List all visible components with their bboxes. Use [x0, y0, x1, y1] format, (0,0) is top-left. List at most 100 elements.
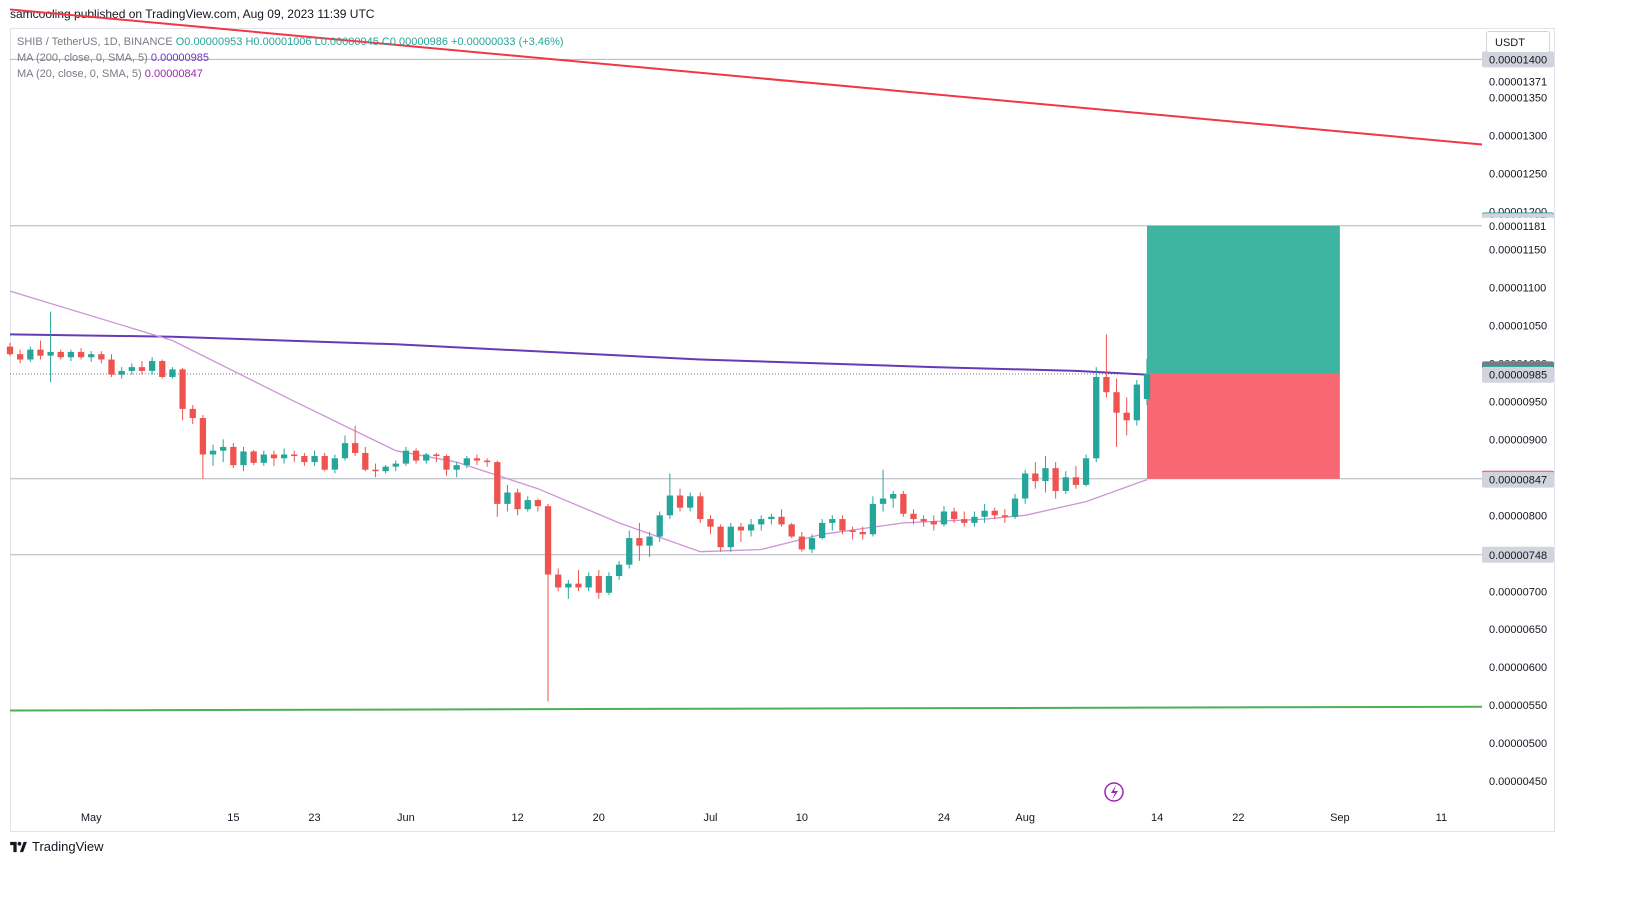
candle[interactable]	[1093, 367, 1100, 463]
ma20-line[interactable]	[9, 290, 1148, 553]
candle[interactable]	[890, 490, 897, 508]
currency-button[interactable]: USDT	[1486, 31, 1550, 53]
candle[interactable]	[494, 460, 501, 517]
candle[interactable]	[829, 515, 836, 531]
candle[interactable]	[37, 340, 44, 360]
candle[interactable]	[352, 425, 359, 457]
candle[interactable]	[636, 522, 643, 561]
candle[interactable]	[707, 515, 714, 535]
candle[interactable]	[291, 450, 298, 463]
candle[interactable]	[768, 513, 775, 525]
candle[interactable]	[910, 509, 917, 525]
candle[interactable]	[788, 522, 795, 539]
candle[interactable]	[463, 456, 470, 469]
ma200-line[interactable]	[9, 333, 1148, 376]
candle[interactable]	[1123, 397, 1130, 436]
candle[interactable]	[1042, 456, 1049, 493]
candle[interactable]	[656, 511, 663, 542]
price-tag[interactable]: 0.00000748	[1482, 546, 1554, 563]
candle[interactable]	[940, 506, 948, 527]
candle[interactable]	[392, 460, 399, 472]
candle[interactable]	[646, 531, 653, 558]
candle[interactable]	[950, 507, 958, 523]
legend-ma200-row[interactable]: MA (200, close, 0, SMA, 5) 0.00000985	[17, 50, 564, 66]
candle[interactable]	[159, 359, 166, 379]
candle[interactable]	[859, 526, 866, 540]
candle[interactable]	[169, 367, 176, 379]
price-tag[interactable]: 0.00001181	[1482, 217, 1554, 234]
resistance-trendline[interactable]	[9, 8, 1483, 146]
candle[interactable]	[981, 503, 988, 523]
candle[interactable]	[301, 452, 308, 466]
candle[interactable]	[230, 443, 237, 469]
candle[interactable]	[412, 448, 420, 464]
candle[interactable]	[27, 346, 34, 362]
candle[interactable]	[433, 452, 440, 463]
candle[interactable]	[128, 363, 135, 375]
candle[interactable]	[382, 465, 389, 474]
candle[interactable]	[504, 484, 511, 512]
candle[interactable]	[453, 462, 460, 478]
candle[interactable]	[189, 405, 196, 425]
candle[interactable]	[758, 515, 765, 531]
candle[interactable]	[1082, 454, 1090, 487]
candle[interactable]	[331, 454, 339, 474]
footer-brand[interactable]: TradingView	[10, 839, 104, 854]
candle[interactable]	[839, 515, 846, 535]
candle[interactable]	[1032, 462, 1039, 489]
price-tag[interactable]: 0.00001400	[1482, 51, 1554, 68]
candle[interactable]	[1022, 469, 1029, 504]
candle[interactable]	[77, 348, 85, 360]
candle[interactable]	[1011, 494, 1019, 520]
candle[interactable]	[280, 448, 288, 464]
candle[interactable]	[260, 450, 267, 466]
lightning-icon[interactable]	[1104, 782, 1124, 802]
candle[interactable]	[534, 498, 542, 512]
candle[interactable]	[991, 507, 998, 520]
candle[interactable]	[778, 509, 785, 527]
candle[interactable]	[57, 349, 64, 360]
candle[interactable]	[798, 531, 805, 552]
candle[interactable]	[138, 361, 146, 375]
candle[interactable]	[524, 496, 531, 512]
support-trendline[interactable]	[9, 705, 1483, 712]
candle[interactable]	[67, 349, 75, 362]
candle[interactable]	[1072, 465, 1080, 489]
candle[interactable]	[961, 511, 968, 527]
candle[interactable]	[270, 450, 278, 466]
candle[interactable]	[6, 342, 14, 356]
candle[interactable]	[362, 446, 369, 472]
candle[interactable]	[879, 469, 887, 512]
candle[interactable]	[148, 357, 156, 375]
candle[interactable]	[341, 435, 349, 461]
loss-zone[interactable]	[1146, 373, 1340, 479]
candle[interactable]	[250, 449, 257, 466]
candle[interactable]	[565, 579, 572, 599]
candle[interactable]	[118, 367, 125, 379]
candle[interactable]	[240, 446, 247, 472]
candle[interactable]	[402, 446, 410, 466]
candle[interactable]	[311, 450, 318, 466]
candle[interactable]	[717, 524, 724, 552]
candle[interactable]	[179, 367, 186, 421]
candle[interactable]	[676, 488, 684, 512]
candle[interactable]	[1143, 358, 1151, 406]
candle[interactable]	[1052, 462, 1059, 499]
candle[interactable]	[209, 444, 217, 466]
candle[interactable]	[220, 439, 227, 463]
candle[interactable]	[321, 452, 328, 472]
candle[interactable]	[849, 526, 856, 540]
candle[interactable]	[605, 572, 613, 596]
candle[interactable]	[626, 530, 633, 569]
candle[interactable]	[615, 560, 623, 580]
candle[interactable]	[900, 490, 907, 517]
candle[interactable]	[483, 458, 491, 467]
candle[interactable]	[666, 473, 674, 520]
candle[interactable]	[514, 488, 521, 516]
candle[interactable]	[697, 492, 704, 523]
legend-ma20-row[interactable]: MA (20, close, 0, SMA, 5) 0.00000847	[17, 66, 564, 82]
candle[interactable]	[473, 454, 481, 466]
candle[interactable]	[199, 414, 207, 479]
candle[interactable]	[585, 572, 592, 592]
